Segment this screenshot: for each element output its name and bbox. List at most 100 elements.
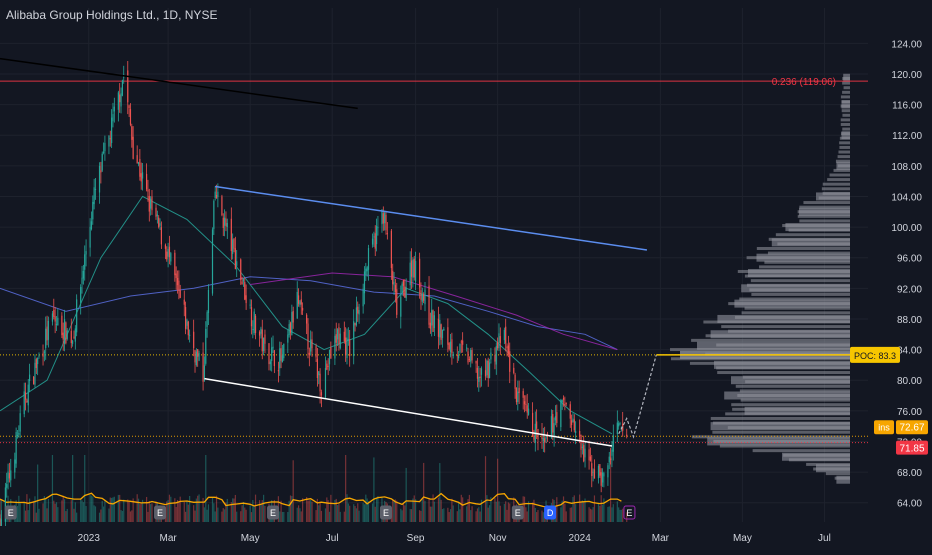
time-axis-tick: Nov <box>489 533 507 544</box>
volume-profile-bar <box>714 360 850 369</box>
candle-body <box>269 361 271 365</box>
candle-body <box>526 405 528 413</box>
volume-bar <box>120 510 122 522</box>
candle-body <box>287 334 289 343</box>
candle-body <box>89 226 91 248</box>
volume-profile-row <box>734 315 850 319</box>
candle-body <box>390 230 392 269</box>
volume-bar <box>570 507 573 522</box>
price-axis-tick: 96.00 <box>897 254 922 265</box>
volume-bar <box>51 455 54 522</box>
volume-profile-row <box>841 100 850 103</box>
volume-profile-row <box>822 182 850 186</box>
volume-bar <box>400 508 402 522</box>
volume-bar <box>54 503 56 522</box>
event-marker-box <box>511 505 524 520</box>
candle-body <box>612 435 614 452</box>
candle-body <box>226 223 228 228</box>
price-axis-tick: 68.00 <box>897 468 922 479</box>
candle-body <box>536 421 538 429</box>
candle-body <box>583 445 585 462</box>
candle-body <box>581 446 583 448</box>
volume-bar <box>401 510 403 522</box>
event-marker-label: E <box>157 508 163 518</box>
candle-body <box>51 313 54 322</box>
volume-bar <box>396 500 398 522</box>
candle-body <box>187 321 189 336</box>
candle-body <box>533 436 535 440</box>
candle-body <box>112 114 114 122</box>
volume-profile-bar <box>710 422 850 431</box>
volume-bar <box>338 504 340 522</box>
candle-body <box>82 270 84 279</box>
volume-bar <box>560 507 562 522</box>
volume-bar <box>484 456 487 522</box>
candle-body <box>507 345 509 355</box>
moving-average-0 <box>0 195 613 435</box>
candle-body <box>392 270 394 285</box>
candle-body <box>486 360 488 376</box>
candle-body <box>127 70 129 103</box>
volume-bar <box>70 500 72 522</box>
candle-body <box>326 363 328 370</box>
candle-body <box>224 217 226 226</box>
volume-bar <box>241 505 243 522</box>
candle-body <box>289 322 292 333</box>
candle-body <box>297 295 300 304</box>
candle-body <box>423 294 425 301</box>
volume-bar <box>343 511 345 522</box>
volume-profile-bar <box>841 131 850 140</box>
candle-body <box>23 391 25 415</box>
candle-body <box>320 392 323 396</box>
volume-bar <box>460 494 462 522</box>
candle-body <box>145 173 148 190</box>
volume-bar <box>263 494 265 522</box>
candle-body <box>456 354 458 357</box>
candle-body <box>447 327 449 345</box>
volume-bar <box>509 503 511 522</box>
volume-profile-bar <box>771 238 850 247</box>
chart-title: Alibaba Group Holdings Ltd., 1D, NYSE <box>6 8 218 22</box>
volume-bar <box>306 497 308 522</box>
volume-bar <box>186 501 188 522</box>
event-marker-box <box>544 505 557 520</box>
candle-body <box>343 331 345 342</box>
volume-bar <box>365 494 367 522</box>
event-marker-box <box>623 505 636 520</box>
volume-bar <box>46 508 48 522</box>
volume-bar <box>421 497 423 522</box>
volume-profile-row <box>842 81 850 85</box>
candle-body <box>217 191 219 197</box>
candle-body <box>33 376 35 385</box>
candle-body <box>421 293 423 302</box>
volume-bar <box>221 511 223 522</box>
volume-profile-row <box>689 361 850 365</box>
volume-profile-row <box>741 311 850 315</box>
volume-bar <box>53 500 55 522</box>
volume-bar <box>589 508 592 522</box>
candle-body <box>194 350 196 363</box>
volume-bar <box>556 497 558 522</box>
volume-profile-row <box>727 426 850 430</box>
volume-bar <box>129 511 132 522</box>
candle-body <box>315 346 317 358</box>
volume-bar <box>170 496 172 522</box>
volume-bar <box>57 507 59 522</box>
candle-body <box>599 464 601 476</box>
volume-bar <box>503 503 505 522</box>
volume-bar <box>447 507 449 522</box>
current-prefix-box <box>874 420 894 435</box>
candle-body <box>47 320 50 340</box>
candle-body <box>215 194 218 199</box>
volume-bar <box>26 494 28 522</box>
volume-bar <box>327 500 329 522</box>
volume-bar <box>349 505 351 522</box>
candle-body <box>499 336 501 343</box>
candle-body <box>120 93 122 107</box>
volume-bar <box>249 505 251 522</box>
volume-bar <box>467 499 469 522</box>
volume-bar <box>140 503 142 522</box>
volume-bar <box>151 503 153 522</box>
volume-bar <box>490 497 492 522</box>
